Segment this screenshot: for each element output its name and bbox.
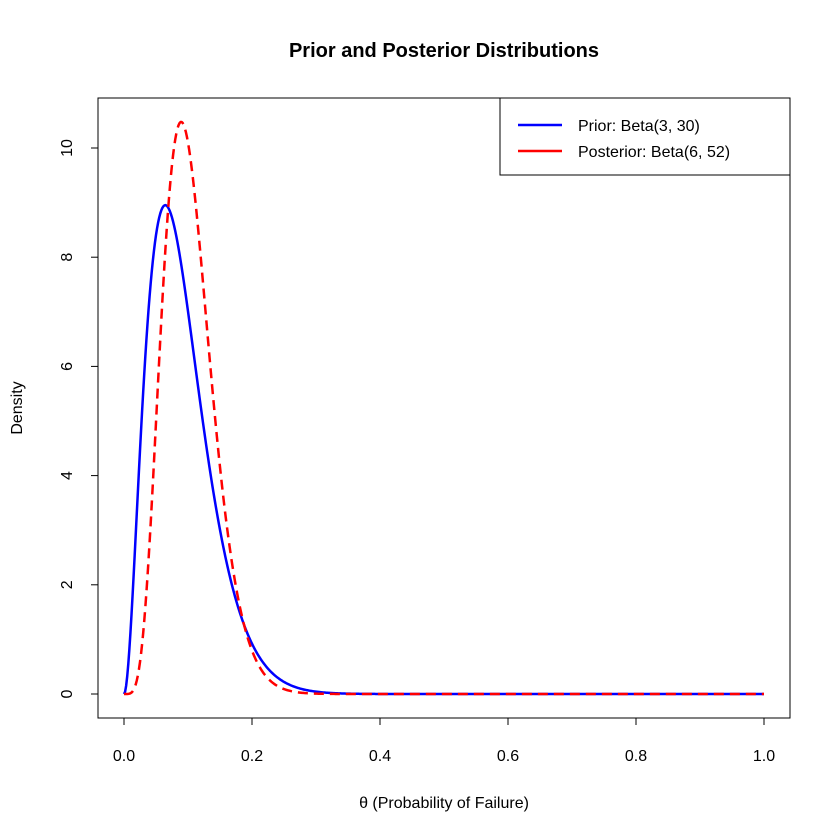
x-axis-label: θ (Probability of Failure) <box>359 795 529 812</box>
legend-label: Posterior: Beta(6, 52) <box>578 144 730 161</box>
y-tick-label: 4 <box>59 471 76 480</box>
y-tick-label: 10 <box>59 139 76 157</box>
x-tick-label: 0.8 <box>625 748 647 765</box>
legend-box <box>499 97 791 176</box>
x-tick-label: 1.0 <box>753 748 775 765</box>
series-line-prior <box>122 203 765 696</box>
y-tick-label: 6 <box>59 362 76 371</box>
x-axis: 0.0 0.2 0.4 0.6 0.8 1.0 <box>113 717 775 765</box>
legend: Prior: Beta(3, 30) Posterior: Beta(6, 52) <box>499 97 791 176</box>
x-tick-label: 0.6 <box>497 748 519 765</box>
y-axis: 0 2 4 6 8 10 <box>59 139 99 698</box>
chart-title: Prior and Posterior Distributions <box>289 40 599 62</box>
y-tick-label: 0 <box>59 689 76 698</box>
y-tick-label: 8 <box>59 253 76 262</box>
x-tick-label: 0.0 <box>113 748 135 765</box>
y-tick-label: 2 <box>59 580 76 589</box>
y-axis-label: Density <box>9 381 26 434</box>
x-tick-label: 0.4 <box>369 748 391 765</box>
series-line-posterior <box>123 120 765 696</box>
x-tick-label: 0.2 <box>241 748 263 765</box>
legend-label: Prior: Beta(3, 30) <box>578 118 700 135</box>
series-layer <box>122 120 765 696</box>
